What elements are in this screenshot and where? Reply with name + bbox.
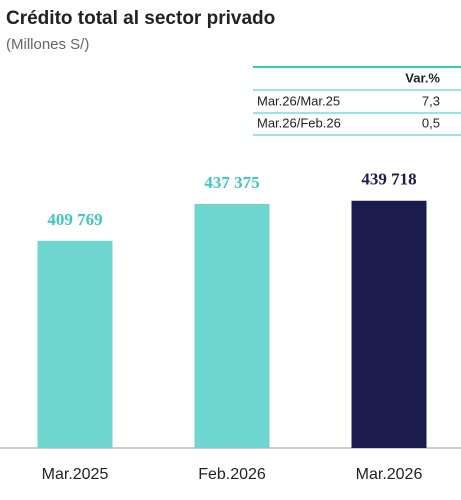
variation-table — [253, 66, 461, 136]
value-label: 437 375 — [204, 173, 259, 192]
x-tick-label: Feb.2026 — [198, 466, 266, 483]
x-tick-label: Mar.2026 — [356, 466, 423, 483]
table-header: Var.% — [405, 70, 440, 85]
bar — [194, 203, 270, 448]
table-cell: 0,5 — [422, 115, 440, 130]
bar — [351, 200, 427, 448]
bar — [37, 240, 113, 448]
table-cell: 7,3 — [422, 93, 440, 108]
chart-subtitle: (Millones S/) — [6, 36, 89, 53]
x-tick-label: Mar.2025 — [42, 466, 109, 483]
chart-title: Crédito total al sector privado — [6, 8, 275, 29]
value-label: 439 718 — [361, 170, 416, 189]
value-label: 409 769 — [47, 210, 102, 229]
table-row-label: Mar.26/Feb.26 — [257, 115, 341, 130]
table-row-label: Mar.26/Mar.25 — [257, 93, 340, 108]
